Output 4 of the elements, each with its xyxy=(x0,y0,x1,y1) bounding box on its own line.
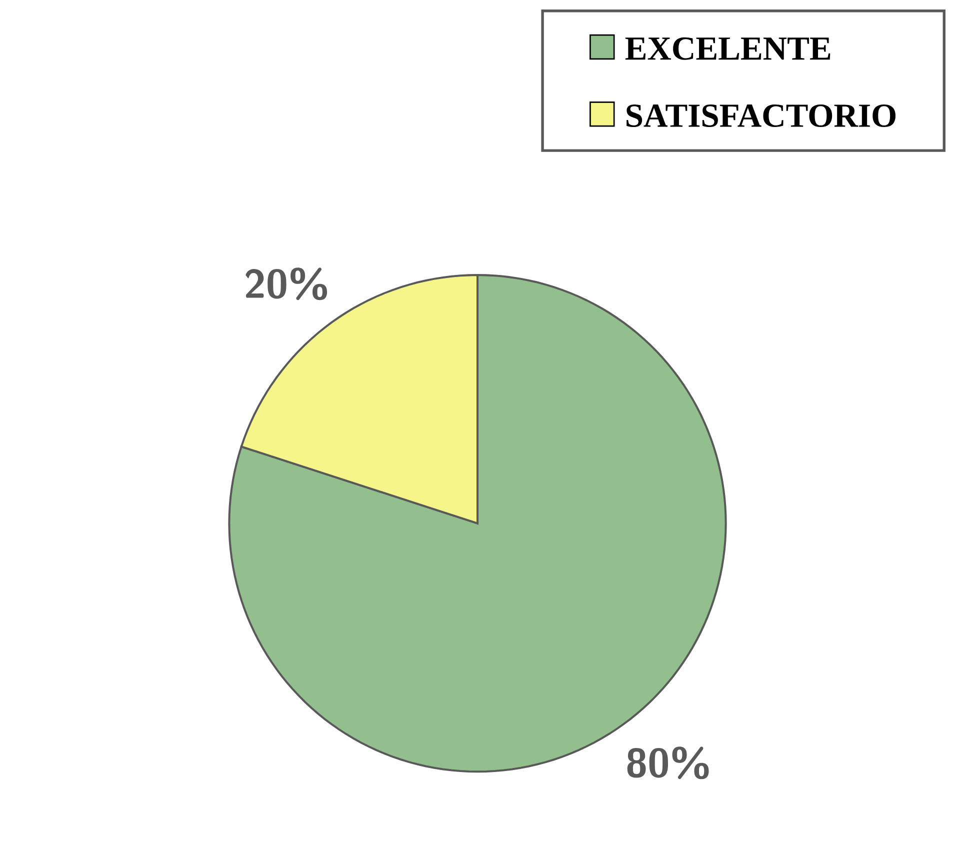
legend-label: SATISFACTORIO xyxy=(626,104,896,128)
legend-label: EXCELENTE xyxy=(625,37,830,60)
data-label: 80% xyxy=(627,746,709,780)
data-label: 20% xyxy=(246,268,328,300)
